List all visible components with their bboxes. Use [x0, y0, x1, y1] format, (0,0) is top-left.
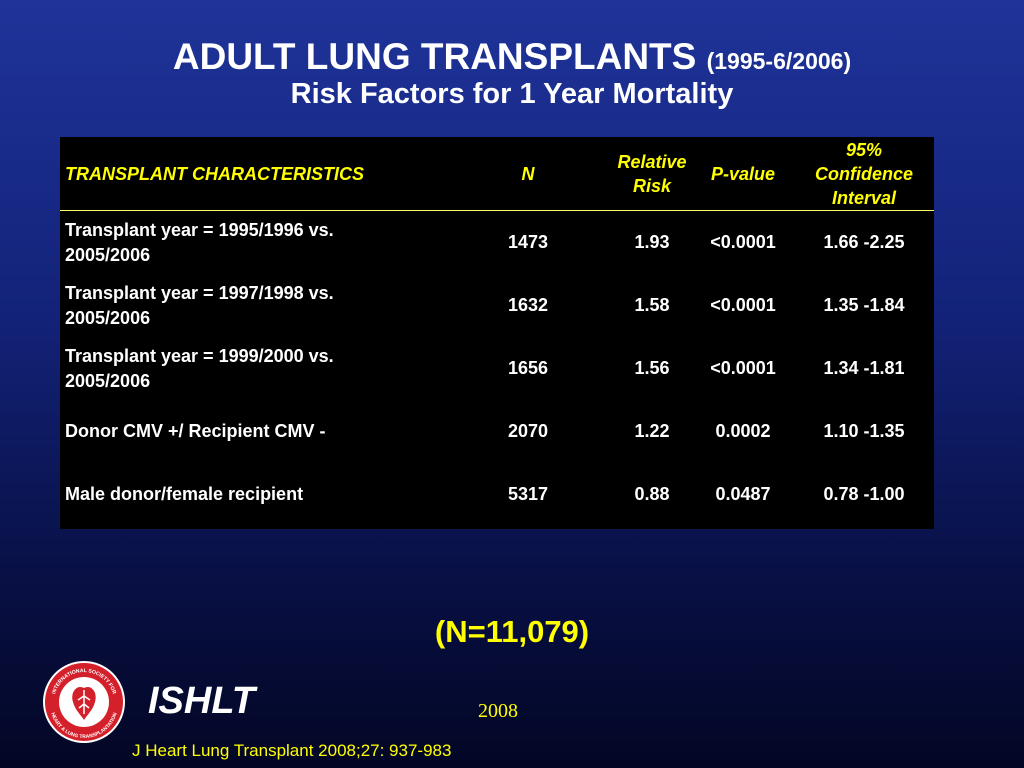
header-n: N [444, 137, 612, 211]
row-p-value: <0.0001 [710, 358, 776, 378]
row-n: 2070 [507, 421, 549, 441]
row-confidence-interval: 1.66 -2.25 [823, 232, 905, 252]
row-n: 1632 [507, 295, 549, 315]
org-name: ISHLT [148, 680, 255, 722]
row-characteristic: Donor CMV +/ Recipient CMV - [65, 421, 326, 441]
row-n: 1656 [507, 358, 549, 378]
header-rr-line2: Risk [632, 175, 672, 196]
journal-citation: J Heart Lung Transplant 2008;27: 937-983 [132, 741, 452, 760]
risk-factors-table: TRANSPLANT CHARACTERISTICS N Relative Ri… [60, 137, 934, 529]
row-p-value: <0.0001 [710, 295, 776, 315]
row-p-value: 0.0487 [715, 484, 771, 504]
publication-year: 2008 [478, 700, 518, 722]
slide-title: ADULT LUNG TRANSPLANTS (1995-6/2006) [0, 36, 1024, 82]
row-confidence-interval: 1.10 -1.35 [823, 421, 905, 441]
table: TRANSPLANT CHARACTERISTICS N Relative Ri… [60, 137, 934, 526]
row-relative-risk: 0.88 [634, 484, 670, 504]
characteristic-line2: 2005/2006 [65, 244, 151, 265]
header-ci-line2: Confidence [814, 163, 913, 184]
characteristic-line1: Transplant year = 1997/1998 vs. [65, 282, 334, 303]
table-row: Donor CMV +/ Recipient CMV - 2070 1.22 0… [60, 400, 934, 463]
row-p-value: 0.0002 [715, 421, 771, 441]
row-characteristic: Male donor/female recipient [65, 484, 304, 504]
row-n: 1473 [507, 232, 549, 252]
row-relative-risk: 1.93 [634, 232, 670, 252]
row-characteristic: Transplant year = 1997/1998 vs. 2005/200… [60, 274, 444, 337]
ishlt-logo-icon: INTERNATIONAL SOCIETY FOR HEART & LUNG T… [43, 661, 125, 743]
header-rr-line1: Relative [617, 151, 687, 172]
row-n: 5317 [507, 484, 549, 504]
characteristic-line2: 2005/2006 [65, 370, 151, 391]
row-confidence-interval: 1.35 -1.84 [823, 295, 905, 315]
table-header-row: TRANSPLANT CHARACTERISTICS N Relative Ri… [60, 137, 934, 211]
table-row: Transplant year = 1995/1996 vs. 2005/200… [60, 211, 934, 275]
total-n: (N=11,079) [434, 614, 590, 649]
header-characteristics: TRANSPLANT CHARACTERISTICS [60, 137, 444, 211]
slide-subtitle: Risk Factors for 1 Year Mortality [290, 78, 734, 110]
characteristic-line1: Transplant year = 1999/2000 vs. [65, 345, 334, 366]
header-relative-risk: Relative Risk [612, 137, 692, 211]
title-main: ADULT LUNG TRANSPLANTS [172, 36, 697, 77]
row-confidence-interval: 0.78 -1.00 [823, 484, 905, 504]
title-date-range: (1995-6/2006) [706, 48, 852, 74]
row-characteristic: Transplant year = 1999/2000 vs. 2005/200… [60, 337, 444, 400]
header-ci-line1: 95% [845, 139, 883, 160]
characteristic-line1: Transplant year = 1995/1996 vs. [65, 219, 334, 240]
table-row: Transplant year = 1999/2000 vs. 2005/200… [60, 337, 934, 400]
row-relative-risk: 1.22 [634, 421, 670, 441]
row-relative-risk: 1.58 [634, 295, 670, 315]
table-row: Male donor/female recipient 5317 0.88 0.… [60, 463, 934, 526]
header-ci-line3: Interval [831, 187, 897, 208]
header-confidence-interval: 95% Confidence Interval [794, 137, 934, 211]
characteristic-line2: 2005/2006 [65, 307, 151, 328]
row-relative-risk: 1.56 [634, 358, 670, 378]
row-confidence-interval: 1.34 -1.81 [823, 358, 905, 378]
row-p-value: <0.0001 [710, 232, 776, 252]
row-characteristic: Transplant year = 1995/1996 vs. 2005/200… [60, 211, 444, 275]
header-p-value: P-value [692, 137, 794, 211]
table-row: Transplant year = 1997/1998 vs. 2005/200… [60, 274, 934, 337]
